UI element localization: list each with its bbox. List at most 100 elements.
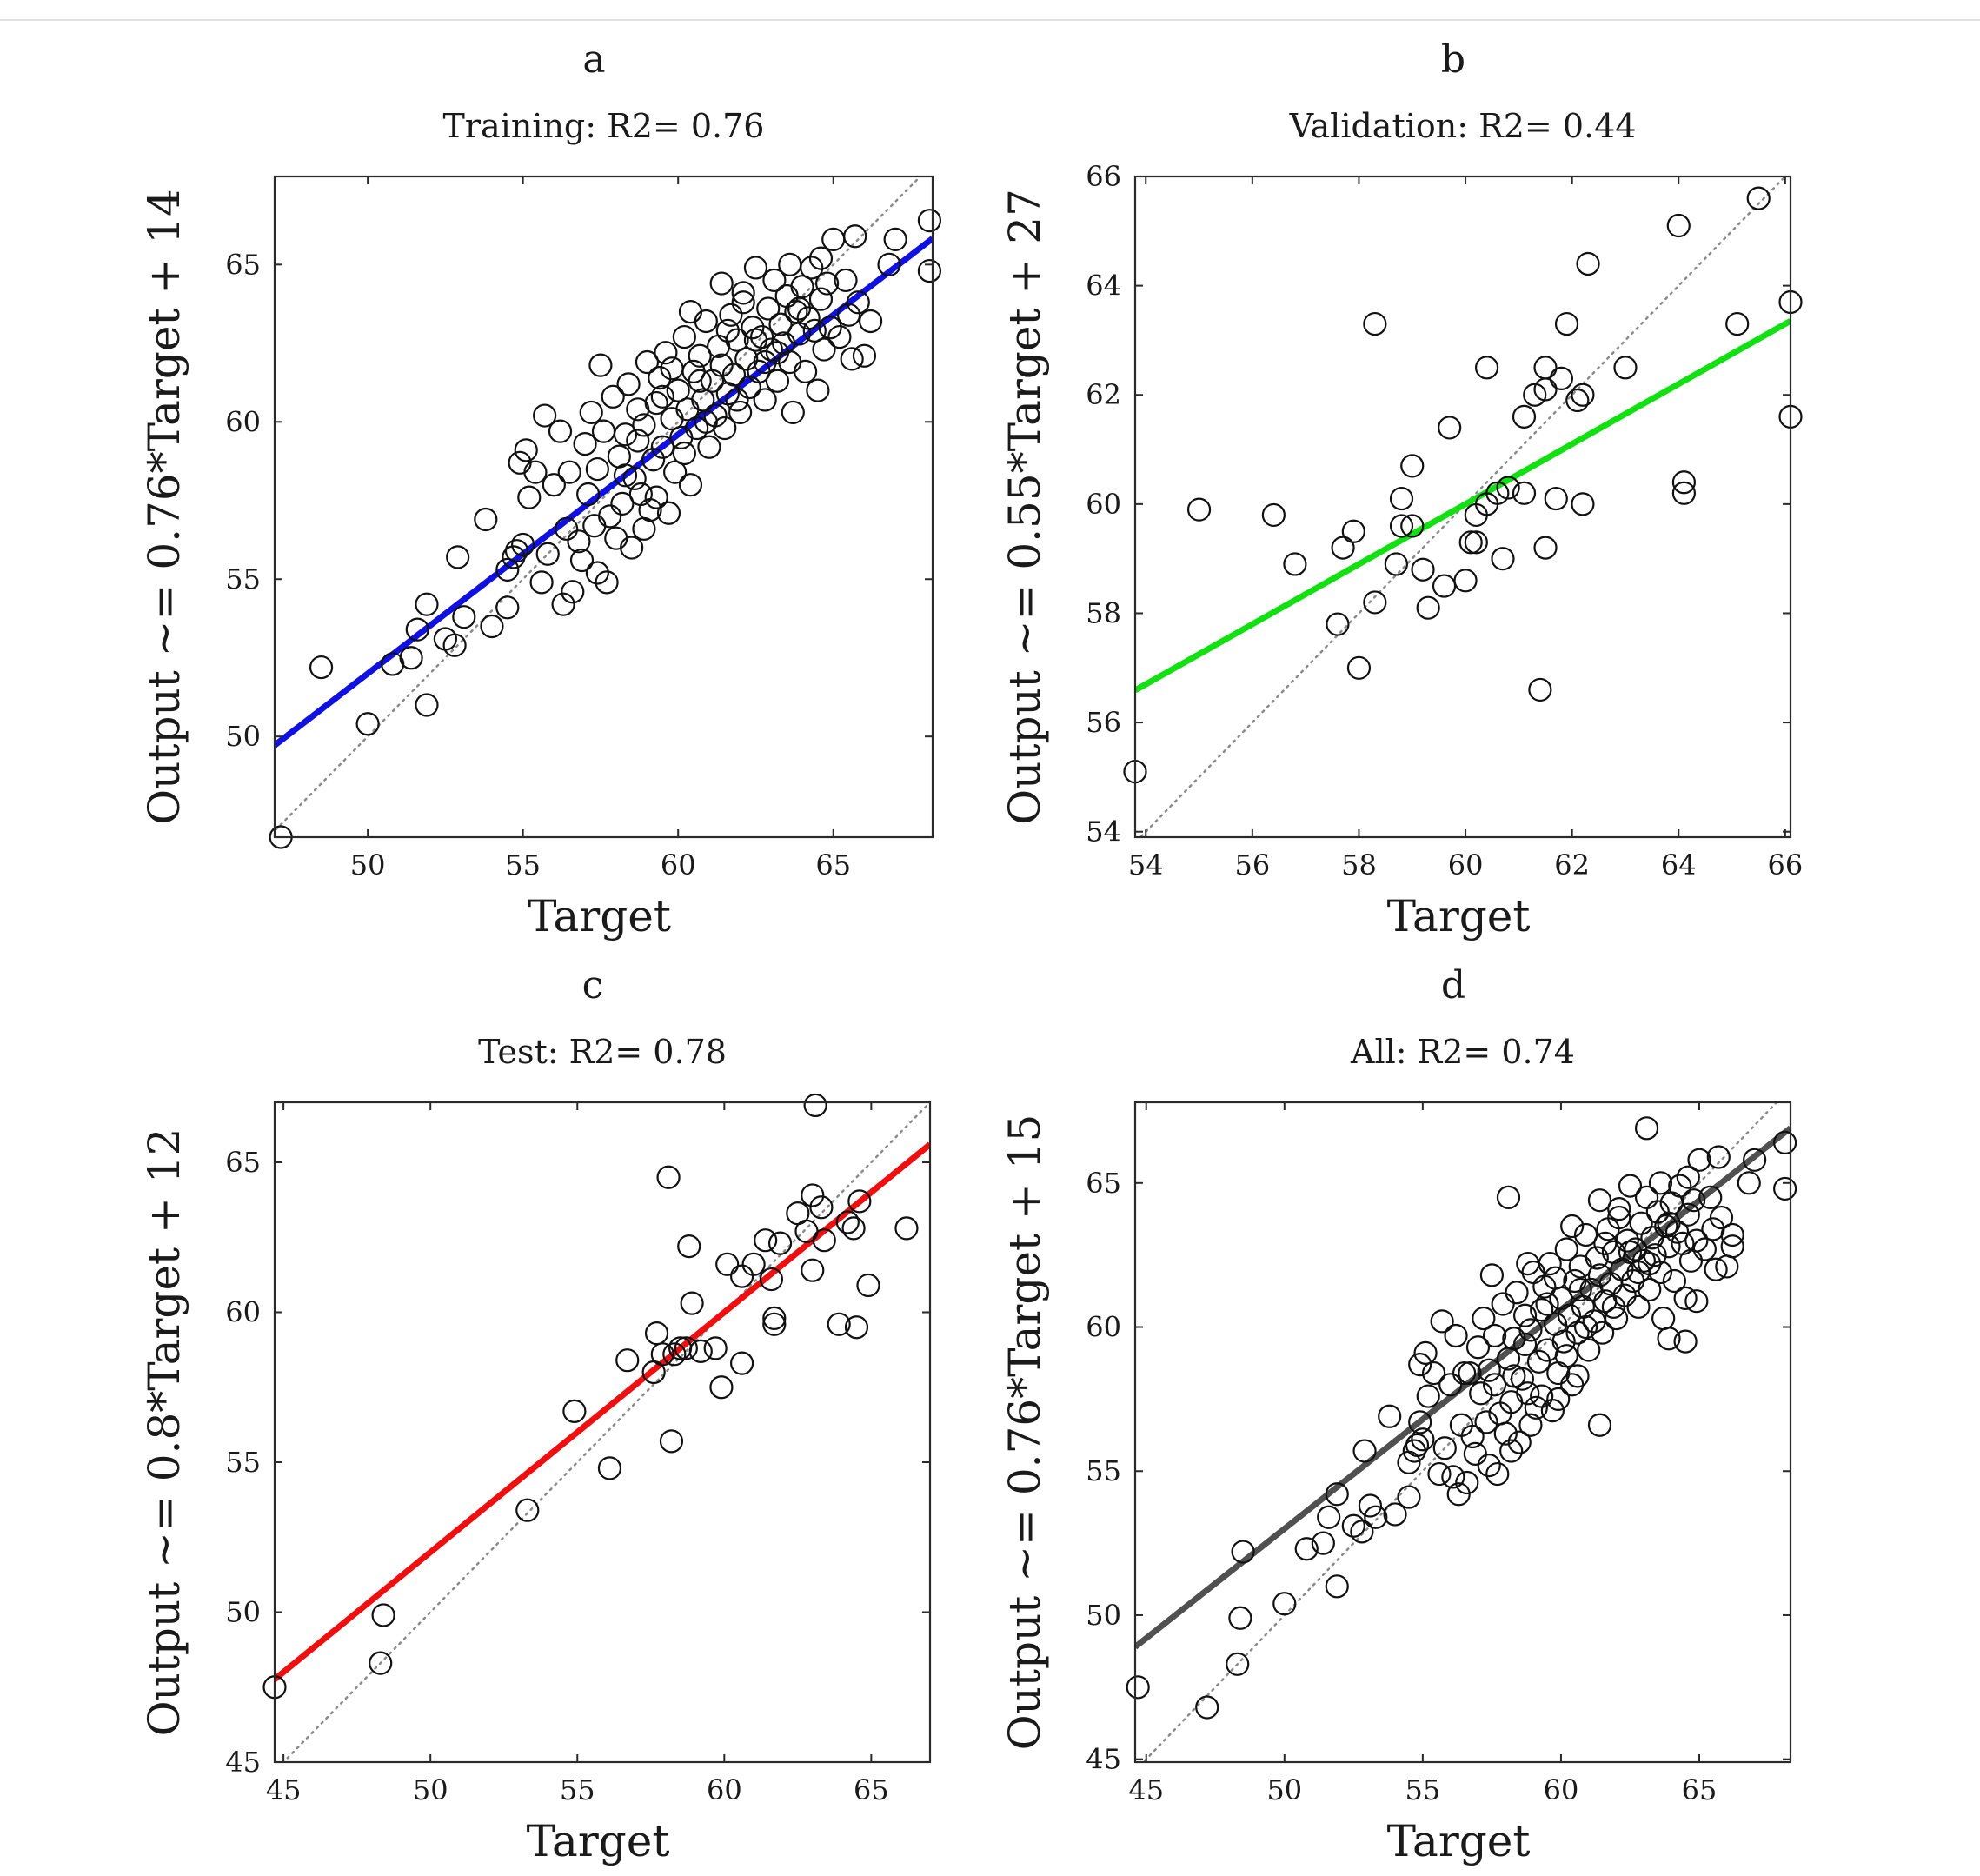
data-point — [836, 303, 861, 327]
data-point — [728, 400, 753, 425]
data-point — [730, 1264, 754, 1288]
data-point — [1629, 1211, 1653, 1235]
data-point — [1607, 1197, 1631, 1221]
data-point — [759, 1267, 784, 1292]
data-point — [843, 224, 867, 249]
data-point — [1228, 1606, 1252, 1630]
data-point — [1634, 1116, 1659, 1141]
data-point — [650, 1342, 674, 1367]
y-tick-label: 60 — [225, 1296, 261, 1329]
data-point — [1512, 481, 1537, 505]
data-point — [598, 504, 622, 529]
data-point — [1346, 655, 1372, 680]
data-point — [1651, 1306, 1676, 1331]
data-point — [852, 343, 877, 368]
data-point — [841, 1216, 866, 1241]
data-point — [1389, 514, 1414, 538]
y-tick-label: 55 — [225, 562, 261, 595]
y-tick-label: 64 — [1086, 269, 1121, 303]
data-point — [585, 456, 609, 482]
data-point — [1493, 1421, 1518, 1446]
data-point — [1472, 1306, 1496, 1331]
data-point — [555, 516, 579, 541]
data-point — [678, 300, 703, 324]
data-point — [533, 403, 557, 428]
data-point — [709, 271, 734, 296]
panel-letter: c — [582, 963, 604, 1008]
y-axis-label: Output ~= 0.55*Target + 27 — [1000, 189, 1050, 825]
data-point — [529, 570, 554, 595]
data-point — [1458, 1360, 1482, 1386]
data-point — [734, 347, 759, 371]
data-point — [1378, 1404, 1402, 1428]
data-point — [588, 353, 613, 377]
data-point — [1607, 1205, 1631, 1230]
data-point — [1657, 1234, 1681, 1259]
data-point — [801, 1258, 825, 1282]
data-point — [818, 316, 842, 340]
y-tick-label: 50 — [225, 1596, 261, 1629]
data-point — [1657, 1327, 1681, 1351]
data-point — [562, 1399, 587, 1423]
data-point — [654, 341, 678, 365]
data-point — [1706, 1145, 1731, 1169]
data-point — [1593, 1231, 1618, 1256]
data-point — [1507, 1430, 1532, 1454]
data-point — [1502, 1364, 1526, 1388]
data-point — [1363, 311, 1387, 336]
data-point — [1350, 1520, 1374, 1544]
data-point — [415, 592, 439, 616]
data-point — [1325, 1574, 1349, 1599]
panel-c: c Test: R2= 0.78 45 50 55 60 65 45 50 55 60 65 Targe… — [139, 963, 932, 1866]
data-point — [585, 561, 609, 585]
identity-line — [1141, 1102, 1778, 1762]
data-point — [774, 283, 799, 309]
top-divider — [0, 19, 1980, 21]
data-point — [1325, 1482, 1349, 1507]
plot-area — [275, 1102, 930, 1762]
data-point — [1226, 1652, 1250, 1676]
data-point — [1634, 1185, 1659, 1209]
data-point — [610, 491, 635, 516]
x-tick-label: 45 — [1128, 1773, 1164, 1806]
x-tick-label: 50 — [413, 1773, 448, 1806]
y-tick-label: 54 — [1086, 815, 1121, 848]
data-point — [1533, 536, 1558, 560]
data-point — [1698, 1185, 1723, 1209]
data-point — [495, 557, 520, 582]
data-point — [1662, 1268, 1686, 1294]
data-point — [515, 1498, 540, 1522]
data-point — [1684, 1289, 1709, 1314]
panel-title: Test: R2= 0.78 — [478, 1033, 727, 1071]
data-point — [688, 1339, 713, 1363]
data-point — [644, 1321, 669, 1346]
x-tick-label: 66 — [1768, 848, 1804, 881]
y-tick-label: 45 — [1086, 1743, 1121, 1776]
data-point — [894, 1216, 919, 1241]
data-point — [814, 271, 840, 296]
data-point — [1491, 547, 1515, 571]
x-axis-label: Target — [1387, 1816, 1531, 1866]
data-point — [1512, 1332, 1538, 1357]
data-point — [1469, 1381, 1493, 1406]
data-point — [1576, 251, 1600, 276]
data-point — [1512, 1303, 1538, 1327]
data-point — [677, 1234, 701, 1259]
data-point — [674, 1336, 698, 1360]
identity-line — [275, 176, 922, 833]
data-point — [1474, 1410, 1498, 1434]
x-tick-label: 45 — [266, 1773, 302, 1806]
data-point — [1294, 1537, 1319, 1561]
data-point — [787, 296, 812, 321]
data-point — [1591, 1321, 1615, 1345]
x-tick-label: 60 — [707, 1773, 742, 1806]
data-point — [644, 485, 668, 509]
data-point — [1518, 1318, 1543, 1342]
panel-letter: a — [582, 37, 605, 82]
data-point — [1408, 1353, 1432, 1377]
data-point — [1565, 388, 1590, 413]
data-point — [1668, 1174, 1692, 1198]
data-point — [371, 1603, 395, 1627]
data-point — [561, 580, 585, 604]
data-point — [719, 303, 743, 327]
